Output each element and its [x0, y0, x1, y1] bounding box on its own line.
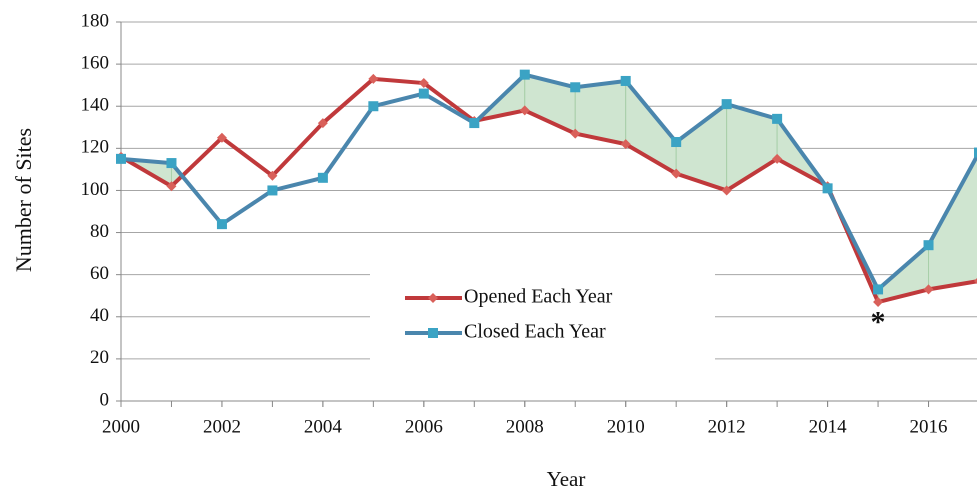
- y-tick-label: 160: [81, 52, 110, 73]
- marker: [772, 113, 783, 124]
- marker: [519, 69, 530, 80]
- y-tick-label: 140: [81, 95, 110, 116]
- x-tick-label: 2004: [304, 416, 343, 437]
- marker: [772, 153, 783, 164]
- marker: [570, 128, 581, 139]
- marker: [873, 284, 884, 295]
- marker: [418, 78, 429, 89]
- marker: [166, 158, 177, 169]
- x-tick-label: 2006: [405, 416, 443, 437]
- x-tick-label: 2014: [809, 416, 848, 437]
- legend-label: Closed Each Year: [464, 321, 606, 343]
- marker: [721, 185, 732, 196]
- marker: [428, 293, 438, 303]
- y-tick-label: 180: [81, 10, 110, 31]
- series-line: [120, 72, 977, 292]
- marker: [974, 147, 977, 158]
- marker: [216, 219, 227, 230]
- marker: [620, 139, 631, 150]
- marker: [317, 118, 328, 129]
- y-tick-label: 40: [90, 305, 109, 326]
- marker: [671, 137, 682, 148]
- marker: [166, 181, 177, 192]
- x-tick-label: 2016: [910, 416, 948, 437]
- legend-label: Opened Each Year: [464, 286, 613, 308]
- legend-box: [370, 270, 715, 380]
- marker: [368, 73, 379, 84]
- y-tick-label: 100: [81, 179, 110, 200]
- marker: [368, 101, 379, 112]
- marker: [469, 118, 480, 129]
- marker: [873, 297, 884, 308]
- marker: [428, 328, 438, 338]
- y-axis-label: Number of Sites: [11, 128, 36, 272]
- y-tick-label: 20: [90, 347, 109, 368]
- marker: [418, 88, 429, 99]
- marker: [570, 82, 581, 93]
- annotation: *: [871, 306, 886, 339]
- y-tick-label: 0: [100, 389, 110, 410]
- x-tick-label: 2012: [708, 416, 746, 437]
- x-axis-label: Year: [547, 467, 586, 491]
- marker: [216, 132, 227, 143]
- x-tick-label: 2008: [506, 416, 544, 437]
- marker: [923, 284, 934, 295]
- x-tick-label: 2000: [102, 416, 140, 437]
- x-tick-label: 2002: [203, 416, 241, 437]
- y-tick-label: 120: [81, 137, 110, 158]
- marker: [116, 153, 126, 164]
- marker: [822, 183, 833, 194]
- marker: [519, 105, 530, 116]
- y-tick-label: 80: [90, 221, 109, 242]
- marker: [671, 168, 682, 179]
- marker: [923, 240, 934, 251]
- y-tick-label: 60: [90, 263, 109, 284]
- marker: [317, 172, 328, 183]
- x-tick-label: 2010: [607, 416, 645, 437]
- marker: [620, 75, 631, 86]
- marker: [267, 185, 278, 196]
- marker: [974, 277, 977, 284]
- marker: [721, 99, 732, 110]
- marker: [267, 170, 278, 181]
